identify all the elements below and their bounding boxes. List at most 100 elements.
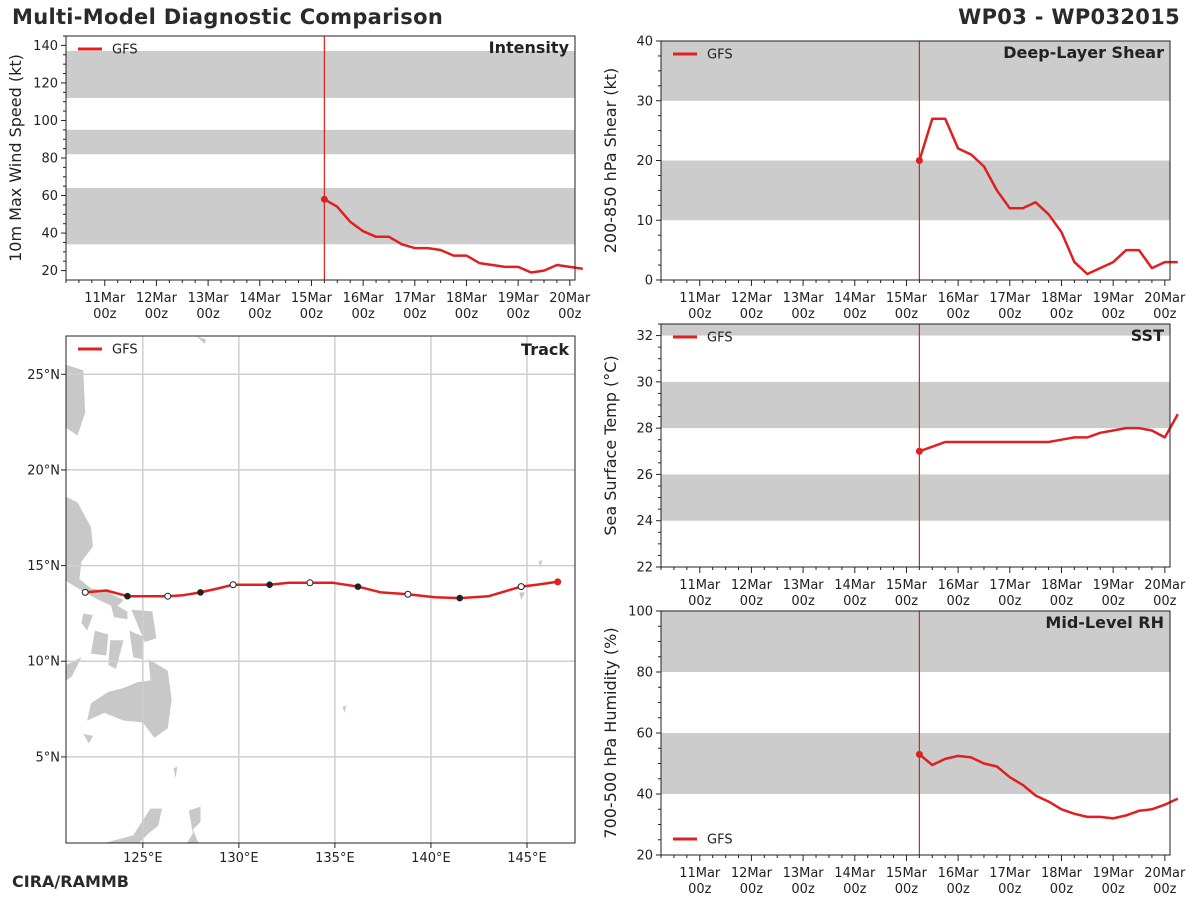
lat-tick-label: 10°N xyxy=(27,655,60,670)
x-tick-label-hour: 00z xyxy=(740,307,764,322)
x-tick-label-day: 13Mar xyxy=(188,291,230,306)
x-tick-label-day: 17Mar xyxy=(989,578,1031,593)
x-tick-label-day: 15Mar xyxy=(886,578,928,593)
x-tick-label-hour: 00z xyxy=(506,307,530,322)
x-tick-label-day: 17Mar xyxy=(989,866,1031,881)
x-tick-label-hour: 00z xyxy=(1050,307,1074,322)
gfs-series-line xyxy=(918,117,1178,276)
y-tick-label: 60 xyxy=(41,189,58,204)
land-polygon xyxy=(173,766,178,778)
x-tick-label-day: 19Mar xyxy=(498,291,540,306)
x-tick-label-hour: 00z xyxy=(145,307,169,322)
track-12z-marker xyxy=(229,581,237,589)
x-tick-label-hour: 00z xyxy=(946,882,970,897)
x-tick-label-hour: 00z xyxy=(946,307,970,322)
x-tick-label-day: 18Mar xyxy=(1041,866,1083,881)
land-polygon xyxy=(104,808,162,843)
x-tick-label-day: 18Mar xyxy=(1041,578,1083,593)
shaded-band xyxy=(661,41,1170,101)
land-polygon xyxy=(131,609,157,643)
x-tick-label-hour: 00z xyxy=(791,307,815,322)
x-tick-label-hour: 00z xyxy=(688,882,712,897)
x-tick-label-day: 18Mar xyxy=(1041,291,1083,306)
x-tick-label-hour: 00z xyxy=(196,307,220,322)
y-tick-label: 40 xyxy=(636,788,653,803)
shaded-band xyxy=(661,381,1170,429)
land-polygon xyxy=(196,336,207,344)
land-polygon xyxy=(81,613,93,631)
y-tick-label: 100 xyxy=(628,605,653,620)
x-tick-label-hour: 00z xyxy=(895,307,919,322)
x-tick-label-hour: 00z xyxy=(1153,594,1177,609)
x-tick-label-hour: 00z xyxy=(843,594,867,609)
y-axis-label: 10m Max Wind Speed (kt) xyxy=(6,54,25,262)
lat-tick-label: 5°N xyxy=(36,750,61,765)
track-12z-marker xyxy=(81,588,89,596)
x-tick-label-hour: 00z xyxy=(843,307,867,322)
footer-credit: CIRA/RAMMB xyxy=(12,872,129,891)
land-polygon xyxy=(129,630,143,660)
x-tick-label-hour: 00z xyxy=(688,307,712,322)
panel-title: Intensity xyxy=(489,38,570,57)
gfs-track-line xyxy=(85,580,558,600)
y-axis-label: Sea Surface Temp (°C) xyxy=(601,355,620,535)
lon-tick-label: 125°E xyxy=(123,851,163,866)
x-tick-label-hour: 00z xyxy=(791,594,815,609)
x-tick-label-hour: 00z xyxy=(300,307,324,322)
legend-label: GFS xyxy=(707,833,733,848)
x-tick-label-day: 18Mar xyxy=(446,291,488,306)
x-tick-label-day: 16Mar xyxy=(938,866,980,881)
y-axis-label: 700-500 hPa Humidity (%) xyxy=(601,627,620,838)
x-tick-label-day: 15Mar xyxy=(886,291,928,306)
x-tick-label-hour: 00z xyxy=(558,307,582,322)
lon-tick-label: 135°E xyxy=(315,851,355,866)
x-tick-label-hour: 00z xyxy=(688,594,712,609)
gfs-series-line xyxy=(918,413,1179,453)
x-tick-label-day: 12Mar xyxy=(731,866,773,881)
x-tick-label-hour: 00z xyxy=(998,307,1022,322)
track-00z-marker xyxy=(456,594,464,602)
lat-tick-label: 25°N xyxy=(27,368,60,383)
gfs-series-line xyxy=(918,753,1179,820)
x-tick-label-hour: 00z xyxy=(1153,307,1177,322)
y-tick-label: 26 xyxy=(636,468,653,483)
panel-title: Deep-Layer Shear xyxy=(1003,43,1164,62)
x-tick-label-hour: 00z xyxy=(791,882,815,897)
gfs-init-point xyxy=(915,157,923,164)
gfs-init-point xyxy=(320,195,328,203)
x-tick-label-hour: 00z xyxy=(1050,882,1074,897)
legend-label: GFS xyxy=(707,48,733,63)
x-tick-label-day: 20Mar xyxy=(549,291,591,306)
x-tick-label-day: 11Mar xyxy=(84,291,126,306)
panel-intensity: 2040608010012014011Mar00z12Mar00z13Mar00… xyxy=(6,35,591,322)
shaded-band xyxy=(661,611,1170,672)
x-tick-label-hour: 00z xyxy=(998,882,1022,897)
lat-tick-label: 15°N xyxy=(27,559,60,574)
x-tick-label-hour: 00z xyxy=(1050,594,1074,609)
plot-frame xyxy=(65,335,576,844)
y-tick-label: 10 xyxy=(636,214,653,229)
lat-tick-label: 20°N xyxy=(27,463,60,478)
x-tick-label-day: 13Mar xyxy=(783,866,825,881)
y-tick-label: 40 xyxy=(636,35,653,50)
lon-tick-label: 140°E xyxy=(411,851,451,866)
x-tick-label-day: 12Mar xyxy=(731,291,773,306)
x-tick-label-day: 11Mar xyxy=(679,291,721,306)
panel-shear: 01020304011Mar00z12Mar00z13Mar00z14Mar00… xyxy=(601,35,1186,323)
x-tick-label-day: 20Mar xyxy=(1144,291,1186,306)
figure-title: Multi-Model Diagnostic Comparison xyxy=(12,5,444,29)
track-12z-marker xyxy=(404,590,412,598)
y-tick-label: 24 xyxy=(636,514,653,529)
x-tick-label-day: 15Mar xyxy=(291,291,333,306)
y-tick-label: 60 xyxy=(636,727,653,742)
panel-rh: 2040608010011Mar00z12Mar00z13Mar00z14Mar… xyxy=(601,605,1186,898)
y-tick-label: 20 xyxy=(636,849,653,864)
track-00z-marker xyxy=(197,589,204,596)
x-tick-label-day: 16Mar xyxy=(938,291,980,306)
x-tick-label-hour: 00z xyxy=(843,882,867,897)
y-tick-label: 22 xyxy=(636,561,653,576)
shaded-band xyxy=(661,474,1170,521)
x-tick-label-hour: 00z xyxy=(740,594,764,609)
gfs-series-line xyxy=(323,198,583,274)
track-12z-marker xyxy=(517,583,525,591)
